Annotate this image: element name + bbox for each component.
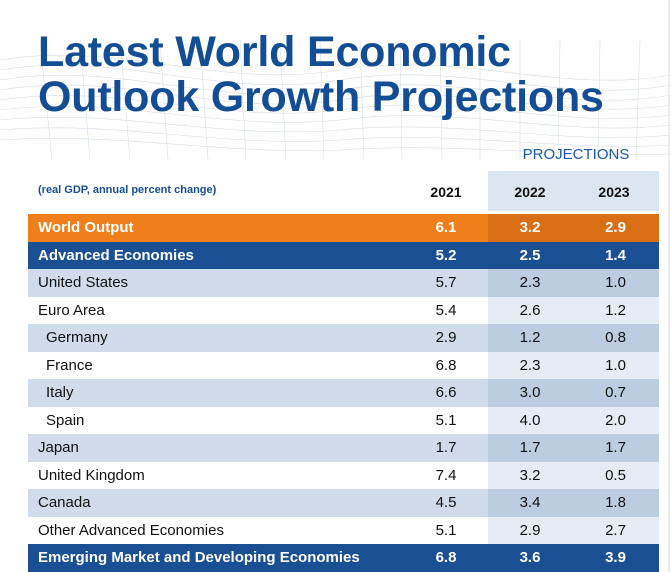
value-2023: 0.7 — [605, 384, 626, 402]
table-row: Emerging Market and Developing Economies… — [28, 544, 659, 572]
value-2021: 5.1 — [435, 521, 457, 539]
value-2021: 5.4 — [435, 301, 457, 319]
value-2023: 2.0 — [605, 411, 626, 429]
value-2022: 2.9 — [519, 521, 541, 539]
row-label: Advanced Economies — [38, 246, 194, 264]
table-subtitle: (real GDP, annual percent change) — [38, 184, 217, 196]
projection-cells: 3.6 3.9 — [488, 544, 659, 572]
row-label: Japan — [38, 439, 79, 457]
value-2023: 0.8 — [605, 329, 626, 347]
value-2021: 6.1 — [435, 219, 457, 237]
column-header-2023: 2023 — [598, 184, 630, 200]
projection-cells: 1.7 1.7 — [488, 434, 659, 462]
row-label: Canada — [38, 494, 91, 512]
right-edge-divider — [668, 0, 670, 572]
table-row: Other Advanced Economies 5.1 2.9 2.7 — [28, 516, 659, 544]
row-label: Germany — [46, 329, 108, 347]
value-2022: 3.0 — [519, 384, 541, 402]
value-2022: 3.4 — [519, 494, 541, 512]
value-2022: 1.2 — [519, 329, 541, 347]
table-row: Euro Area 5.4 2.6 1.2 — [28, 296, 659, 324]
value-2021: 4.5 — [435, 494, 457, 512]
projection-cells: 2.3 1.0 — [488, 269, 659, 297]
value-2021: 5.2 — [435, 246, 457, 264]
projection-cells: 2.3 1.0 — [488, 351, 659, 379]
table-row: Spain 5.1 4.0 2.0 — [28, 406, 659, 434]
value-2021: 6.8 — [435, 549, 457, 567]
table-row: Italy 6.6 3.0 0.7 — [28, 379, 659, 407]
value-2021: 2.9 — [435, 329, 457, 347]
projections-header-background — [488, 171, 659, 211]
title-line-2: Outlook Growth Projections — [38, 73, 604, 121]
table-row: World Output 6.1 3.2 2.9 — [28, 214, 659, 242]
value-2022: 2.6 — [519, 301, 541, 319]
table-row: Germany 2.9 1.2 0.8 — [28, 324, 659, 352]
projection-cells: 3.0 0.7 — [488, 379, 659, 407]
title-line-1: Latest World Economic — [38, 28, 511, 76]
table-row: Japan 1.7 1.7 1.7 — [28, 434, 659, 462]
value-2023: 2.7 — [605, 521, 626, 539]
value-2023: 2.9 — [605, 219, 626, 237]
value-2023: 3.9 — [605, 549, 626, 567]
projections-label: PROJECTIONS — [522, 146, 630, 163]
row-label: United States — [38, 274, 129, 292]
growth-table: World Output 6.1 3.2 2.9 Advanced Economies 5… — [28, 214, 659, 572]
projection-cells: 3.2 2.9 — [488, 214, 659, 242]
value-2022: 3.6 — [519, 549, 541, 567]
row-label: France — [46, 356, 93, 374]
column-header-2022: 2022 — [514, 184, 546, 200]
row-label: United Kingdom — [38, 466, 145, 484]
page-title: Latest World Economic Outlook Growth Pro… — [38, 30, 604, 120]
table-row: Canada 4.5 3.4 1.8 — [28, 489, 659, 517]
row-label: Emerging Market and Developing Economies — [38, 549, 360, 567]
value-2023: 1.4 — [605, 246, 626, 264]
projection-cells: 4.0 2.0 — [488, 406, 659, 434]
value-2021: 6.8 — [435, 356, 457, 374]
row-label: World Output — [38, 219, 134, 237]
value-2022: 2.5 — [519, 246, 541, 264]
value-2021: 1.7 — [435, 439, 457, 457]
projection-cells: 3.2 0.5 — [488, 461, 659, 489]
table-row: United Kingdom 7.4 3.2 0.5 — [28, 461, 659, 489]
value-2023: 1.8 — [605, 494, 626, 512]
value-2021: 5.1 — [435, 411, 457, 429]
column-header-2021: 2021 — [430, 184, 462, 200]
row-label: Spain — [46, 411, 85, 429]
projection-cells: 1.2 0.8 — [488, 324, 659, 352]
value-2021: 7.4 — [435, 466, 457, 484]
projection-cells: 2.9 2.7 — [488, 516, 659, 544]
value-2022: 2.3 — [519, 274, 541, 292]
row-label: Italy — [46, 384, 74, 402]
value-2022: 2.3 — [519, 356, 541, 374]
value-2023: 1.0 — [605, 274, 626, 292]
value-2022: 4.0 — [519, 411, 541, 429]
row-label: Euro Area — [38, 301, 105, 319]
value-2022: 3.2 — [519, 466, 541, 484]
table-row: Advanced Economies 5.2 2.5 1.4 — [28, 241, 659, 269]
value-2022: 1.7 — [519, 439, 541, 457]
value-2021: 5.7 — [435, 274, 457, 292]
wave-pattern-background — [0, 39, 671, 161]
projection-cells: 2.6 1.2 — [488, 296, 659, 324]
value-2023: 1.2 — [605, 301, 626, 319]
projection-cells: 3.4 1.8 — [488, 489, 659, 517]
table-row: United States 5.7 2.3 1.0 — [28, 269, 659, 297]
value-2023: 1.0 — [605, 356, 626, 374]
value-2022: 3.2 — [519, 219, 541, 237]
row-label: Other Advanced Economies — [38, 521, 224, 539]
projection-cells: 2.5 1.4 — [488, 241, 659, 269]
value-2021: 6.6 — [435, 384, 457, 402]
value-2023: 1.7 — [605, 439, 626, 457]
table-row: France 6.8 2.3 1.0 — [28, 351, 659, 379]
value-2023: 0.5 — [605, 466, 626, 484]
